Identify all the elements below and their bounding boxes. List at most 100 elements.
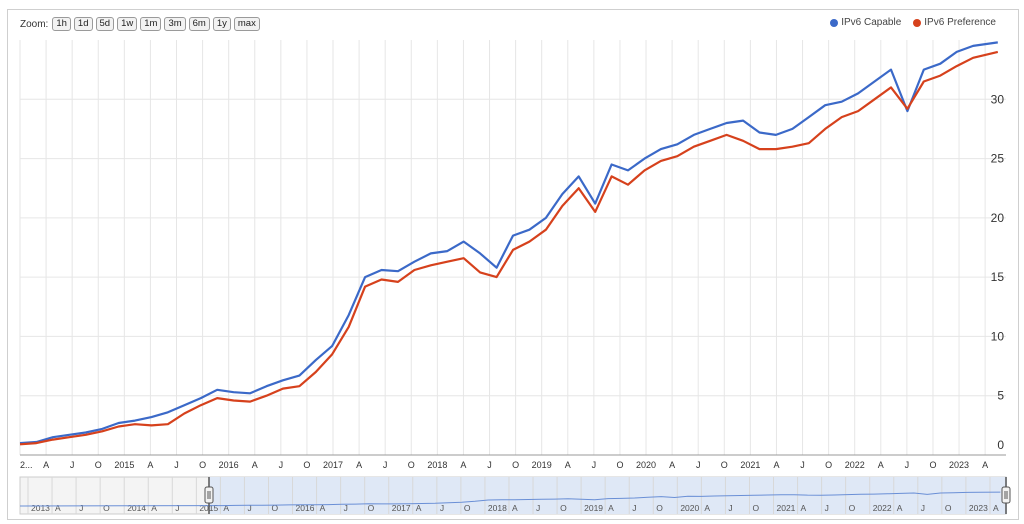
x-tick-label: O: [616, 460, 623, 470]
navigator-tick-label: O: [368, 503, 375, 513]
x-tick-label: J: [174, 460, 179, 470]
navigator-tick-label: J: [440, 503, 444, 513]
navigator-tick-label: 2018: [488, 503, 507, 513]
navigator-tick-label: 2023: [969, 503, 988, 513]
legend-item-capable[interactable]: IPv6 Capable: [830, 17, 901, 28]
navigator-tick-label: O: [849, 503, 856, 513]
x-tick-label: J: [800, 460, 805, 470]
legend: IPv6 Capable IPv6 Preference: [818, 17, 996, 28]
navigator-tick-label: 2020: [680, 503, 699, 513]
zoom-button-1w[interactable]: 1w: [117, 17, 138, 31]
zoom-button-3m[interactable]: 3m: [164, 17, 186, 31]
navigator-tick-label: A: [704, 503, 710, 513]
x-tick-label: O: [929, 460, 936, 470]
navigator-tick-label: O: [464, 503, 471, 513]
navigator-tick-label: O: [271, 503, 278, 513]
x-tick-label: 2020: [636, 460, 656, 470]
navigator-tick-label: 2019: [584, 503, 603, 513]
navigator-tick-label: A: [55, 503, 61, 513]
x-tick-label: A: [773, 460, 779, 470]
series-line-capable[interactable]: [19, 41, 998, 445]
zoom-button-1m[interactable]: 1m: [140, 17, 162, 31]
navigator-tick-label: O: [103, 503, 110, 513]
navigator-tick-label: A: [320, 503, 326, 513]
legend-label-capable: IPv6 Capable: [841, 17, 902, 28]
navigator-right-handle[interactable]: [1001, 486, 1011, 504]
x-tick-label: 2018: [427, 460, 447, 470]
zoom-button-1y[interactable]: 1y: [212, 17, 231, 31]
navigator-tick-label: J: [632, 503, 636, 513]
navigator-tick-label: 2017: [392, 503, 411, 513]
y-tick-label: 15: [991, 270, 1005, 284]
zoom-button-6m[interactable]: 6m: [188, 17, 210, 31]
navigator-tick-label: J: [79, 503, 83, 513]
navigator-tick-label: A: [897, 503, 903, 513]
x-tick-label: 2019: [532, 460, 552, 470]
navigator-tick-label: J: [825, 503, 829, 513]
x-tick-label: O: [721, 460, 728, 470]
x-tick-label: O: [408, 460, 415, 470]
x-tick-label: 2...: [20, 460, 33, 470]
x-tick-label: O: [95, 460, 102, 470]
navigator-series-line: [19, 491, 1001, 507]
legend-label-preference: IPv6 Preference: [924, 17, 996, 28]
navigator-tick-label: J: [247, 503, 251, 513]
navigator-tick-label: 2013: [31, 503, 50, 513]
x-tick-label: O: [512, 460, 519, 470]
navigator-tick-label: A: [223, 503, 229, 513]
plot-area: [20, 40, 1006, 455]
x-tick-label: 2021: [740, 460, 760, 470]
zoom-button-max[interactable]: max: [233, 17, 260, 31]
x-tick-label: O: [303, 460, 310, 470]
x-tick-label: A: [147, 460, 153, 470]
x-tick-label: A: [43, 460, 49, 470]
navigator-tick-label: J: [921, 503, 925, 513]
x-tick-label: A: [565, 460, 571, 470]
y-tick-label: 5: [997, 389, 1004, 403]
zoom-button-1h[interactable]: 1h: [52, 17, 71, 31]
x-tick-label: A: [356, 460, 362, 470]
y-tick-label: 10: [991, 329, 1005, 343]
legend-dot-capable-icon: [830, 18, 839, 27]
navigator-tick-label: O: [656, 503, 663, 513]
x-tick-label: J: [487, 460, 492, 470]
zoom-button-5d[interactable]: 5d: [95, 17, 115, 31]
series-line-preference[interactable]: [19, 50, 999, 446]
navigator-tick-label: 2021: [777, 503, 796, 513]
navigator-tick-label: A: [416, 503, 422, 513]
navigator-tick-label: A: [608, 503, 614, 513]
x-tick-label: O: [199, 460, 206, 470]
x-tick-label: A: [460, 460, 466, 470]
x-tick-label: 2022: [845, 460, 865, 470]
y-tick-label: 25: [991, 152, 1005, 166]
x-tick-label: 2016: [219, 460, 239, 470]
zoom-button-1d[interactable]: 1d: [73, 17, 93, 31]
x-tick-label: A: [252, 460, 258, 470]
x-tick-label: A: [982, 460, 988, 470]
x-tick-label: 2015: [114, 460, 134, 470]
x-tick-label: J: [696, 460, 701, 470]
navigator-tick-label: A: [151, 503, 157, 513]
legend-item-preference[interactable]: IPv6 Preference: [913, 17, 996, 28]
navigator-selected-range: [209, 477, 1007, 514]
y-tick-label: 20: [991, 211, 1005, 225]
navigator-tick-label: A: [993, 503, 999, 513]
x-tick-label: J: [592, 460, 597, 470]
x-tick-label: J: [70, 460, 75, 470]
navigator-tick-label: O: [945, 503, 952, 513]
navigator-tick-label: J: [536, 503, 540, 513]
y-tick-label: 30: [991, 92, 1005, 106]
navigator-tick-label: J: [728, 503, 732, 513]
navigator-tick-label: 2016: [296, 503, 315, 513]
y-tick-label: 0: [997, 438, 1004, 452]
zoom-label: Zoom:: [20, 18, 49, 30]
x-tick-label: 2023: [949, 460, 969, 470]
navigator-tick-label: A: [801, 503, 807, 513]
x-tick-label: 2017: [323, 460, 343, 470]
navigator-tick-label: A: [512, 503, 518, 513]
navigator-tick-label: 2022: [873, 503, 892, 513]
navigator-left-handle[interactable]: [204, 486, 214, 504]
x-tick-label: A: [878, 460, 884, 470]
x-tick-label: O: [825, 460, 832, 470]
